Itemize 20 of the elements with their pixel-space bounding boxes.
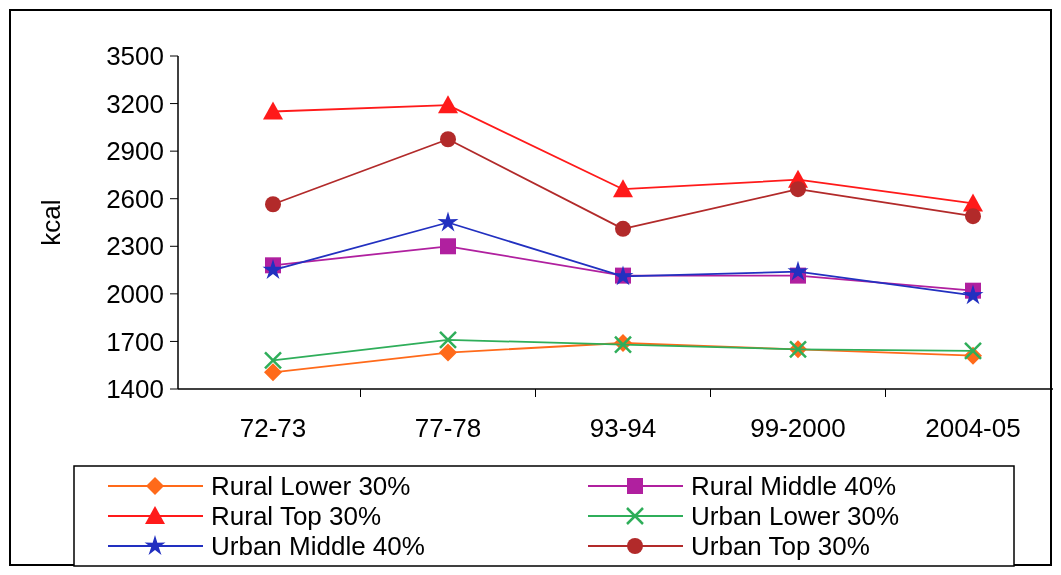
legend-label: Rural Middle 40% bbox=[691, 471, 897, 502]
y-axis-title: kcal bbox=[36, 199, 66, 246]
y-tick-label: 1400 bbox=[106, 374, 164, 405]
legend-label: Urban Lower 30% bbox=[691, 501, 900, 532]
x-tick-label: 77-78 bbox=[414, 413, 482, 443]
x-tick-label: 93-94 bbox=[589, 413, 657, 443]
y-tick-label: 2000 bbox=[106, 278, 164, 309]
y-tick-label: 3200 bbox=[106, 88, 164, 119]
y-tick-label: 1700 bbox=[106, 326, 164, 357]
legend-label: Rural Lower 30% bbox=[211, 471, 411, 502]
x-tick-label: 99-2000 bbox=[750, 413, 846, 443]
y-tick-label: 2600 bbox=[106, 183, 164, 214]
x-tick-label: 2004-05 bbox=[925, 413, 1021, 443]
y-tick-label: 3500 bbox=[106, 41, 164, 72]
x-tick-label: 72-73 bbox=[239, 413, 307, 443]
legend-label: Rural Top 30% bbox=[211, 501, 382, 532]
legend-label: Urban Middle 40% bbox=[211, 531, 425, 562]
y-tick-label: 2300 bbox=[106, 231, 164, 262]
legend-label: Urban Top 30% bbox=[691, 531, 870, 562]
y-tick-label: 2900 bbox=[106, 136, 164, 167]
